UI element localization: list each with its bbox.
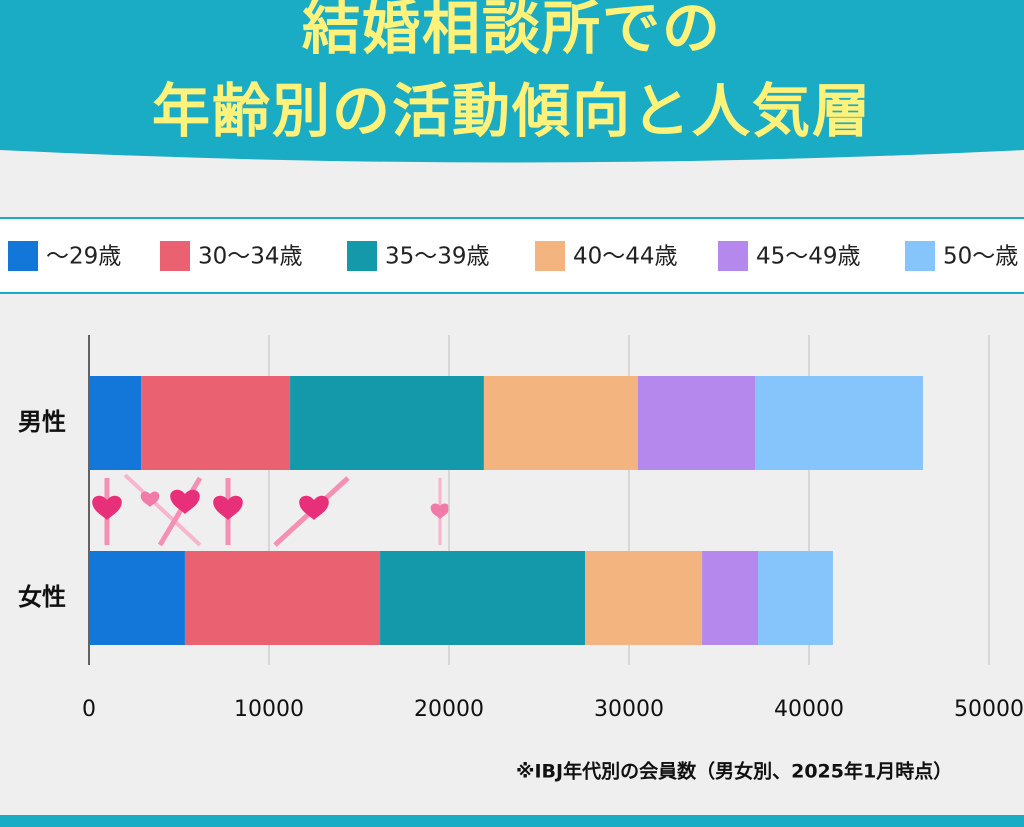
bar-segment (483, 376, 638, 470)
bar-segment (290, 376, 484, 470)
legend-label: 45～49歳 (756, 244, 861, 270)
legend-swatch (160, 241, 190, 271)
bar-segment (758, 551, 833, 645)
bar-segment (141, 376, 291, 470)
legend-swatch (905, 241, 935, 271)
decoration (92, 473, 450, 547)
legend-label: 40～44歳 (573, 244, 678, 270)
legend-label: 30～34歳 (198, 244, 303, 270)
legend-swatch (535, 241, 565, 271)
bar-segment (638, 376, 755, 470)
x-tick-label: 20000 (414, 697, 484, 722)
legend-label: 50～歳 (943, 244, 1018, 270)
x-tick-label: 10000 (234, 697, 304, 722)
x-tick-label: 40000 (774, 697, 844, 722)
legend-swatch (8, 241, 38, 271)
bar-segment (380, 551, 586, 645)
footer-band (0, 815, 1024, 827)
bar-segment (89, 551, 185, 645)
x-tick-label: 30000 (594, 697, 664, 722)
legend-swatch (718, 241, 748, 271)
legend-band (0, 218, 1024, 293)
chart-title: 年齢別の活動傾向と人気層 (152, 77, 872, 145)
y-tick-label: 女性 (18, 583, 66, 611)
legend-swatch (347, 241, 377, 271)
legend-label: 35～39歳 (385, 244, 490, 270)
bar-segment (184, 551, 381, 645)
x-tick-label: 50000 (954, 697, 1024, 722)
header-band (0, 0, 1024, 163)
chart-title: 結婚相談所での (302, 0, 722, 62)
bar-segment (89, 376, 142, 470)
legend-label: ～29歳 (46, 244, 121, 270)
bar-segment (755, 376, 923, 470)
footnote: ※IBJ年代別の会員数（男女別、2025年1月時点） (516, 760, 952, 783)
x-tick-label: 0 (82, 697, 96, 722)
y-tick-label: 男性 (18, 408, 66, 436)
bar-segment (702, 551, 759, 645)
bar-segment (585, 551, 703, 645)
